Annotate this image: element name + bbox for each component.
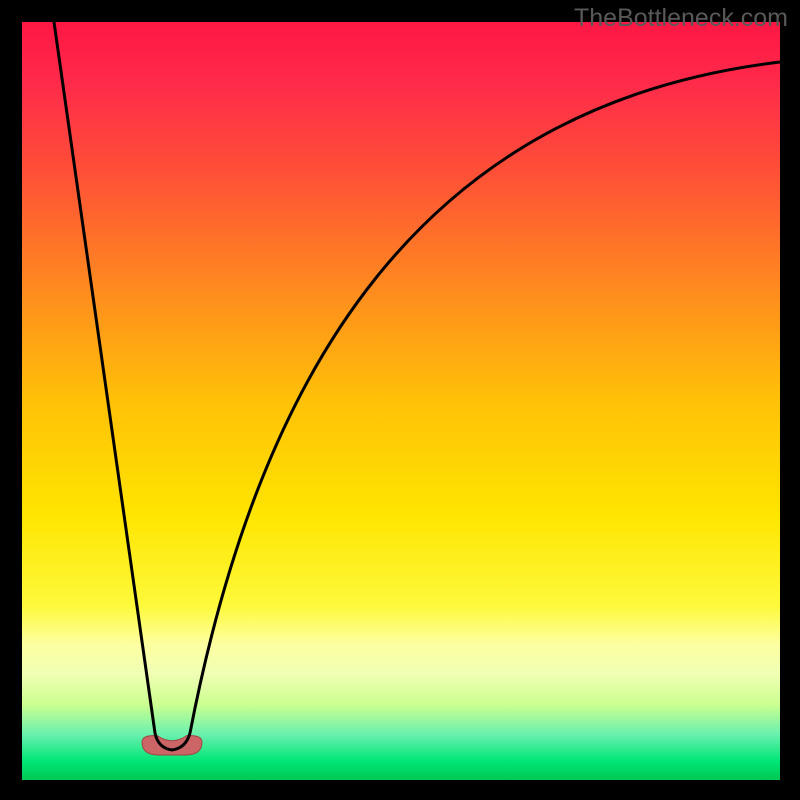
plot-background <box>22 22 780 780</box>
bottleneck-chart: TheBottleneck.com <box>0 0 800 800</box>
watermark-text: TheBottleneck.com <box>574 4 788 33</box>
chart-svg <box>0 0 800 800</box>
